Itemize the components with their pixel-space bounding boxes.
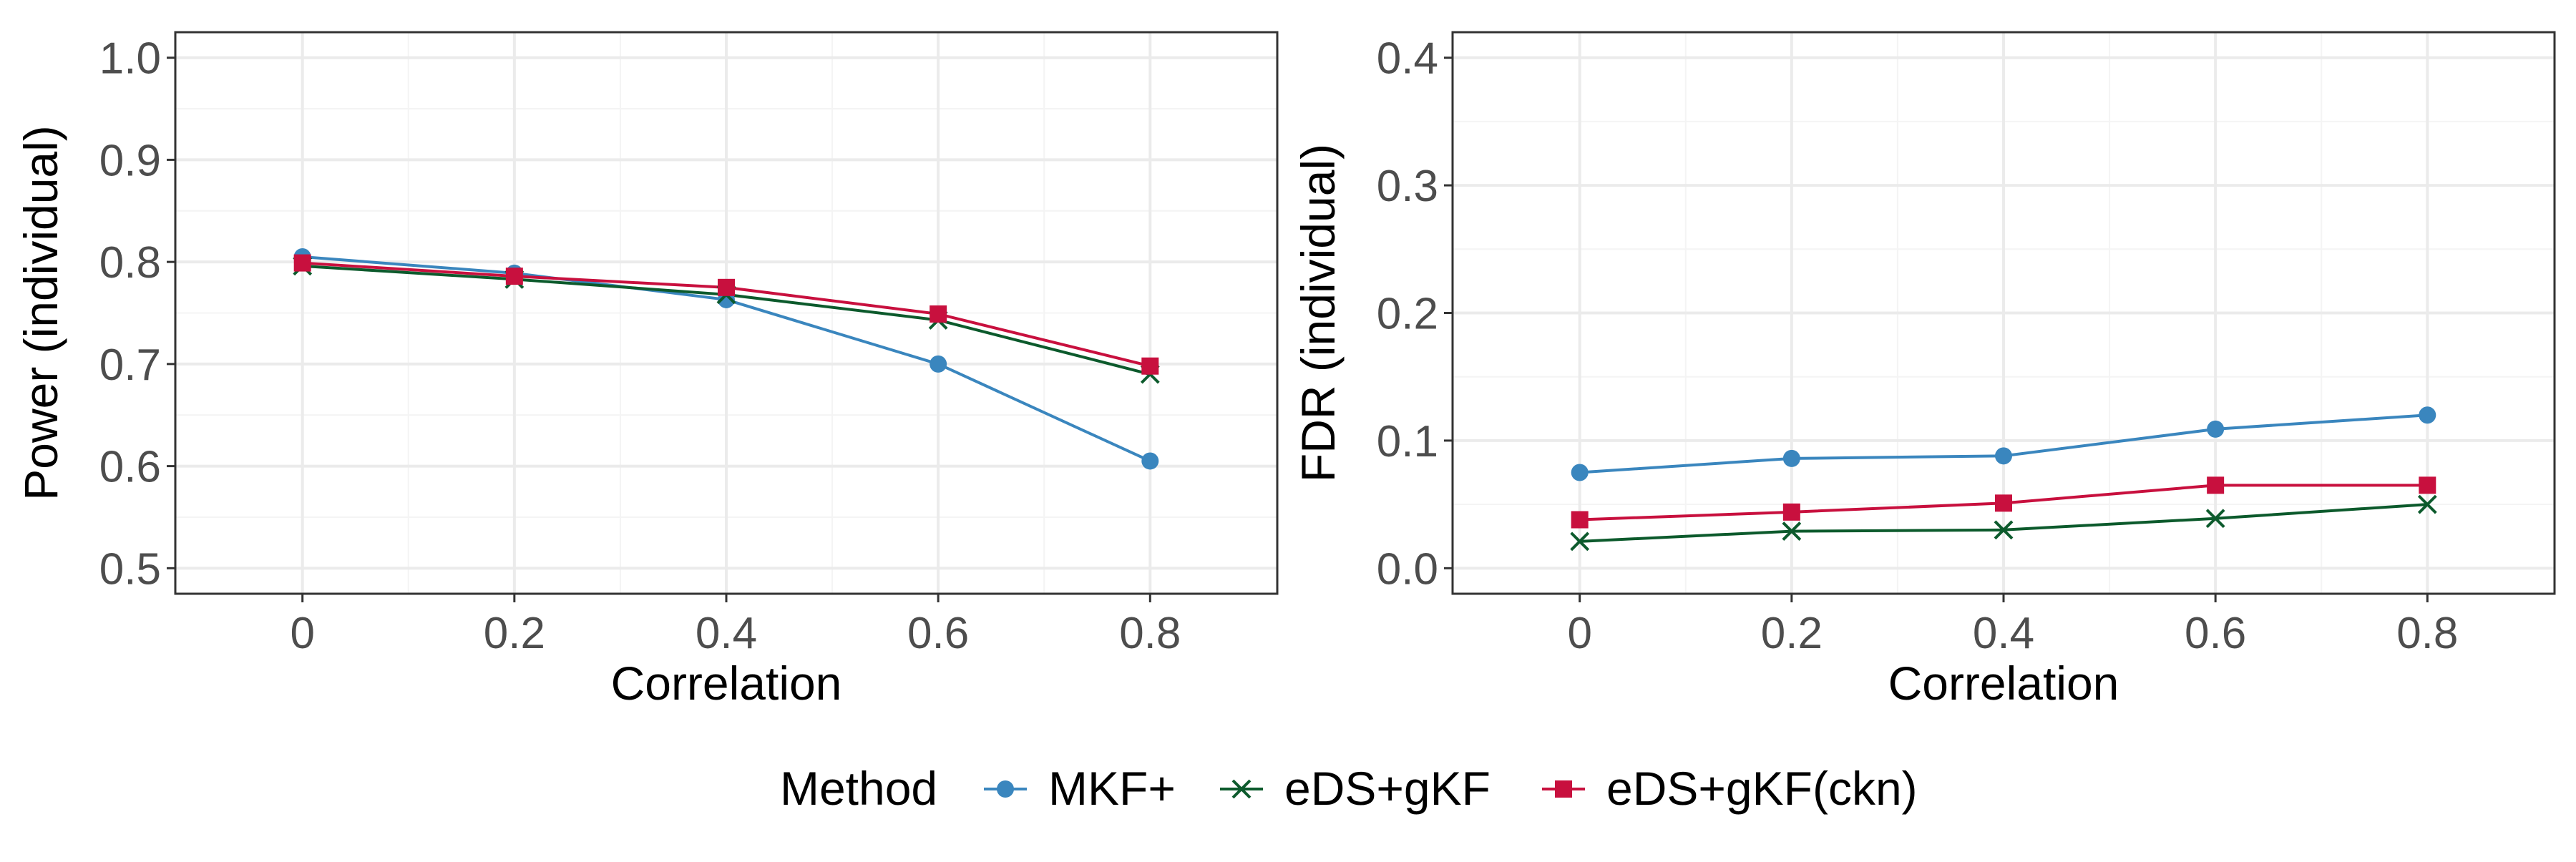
legend-key-x: [1220, 779, 1263, 799]
legend-key-marker: [1231, 779, 1252, 799]
legend-title: Method: [780, 762, 937, 815]
x-axis-title: Correlation: [1888, 657, 2119, 710]
data-point-square: [930, 305, 947, 323]
data-point-square: [2207, 476, 2225, 494]
y-tick-label: 0.5: [99, 544, 161, 594]
data-point-square: [1995, 494, 2012, 512]
x-tick-label: 0: [1567, 609, 1591, 658]
x-tick-label: 0.6: [2185, 609, 2246, 658]
x-tick-label: 0.4: [1973, 609, 2034, 658]
x-tick-label: 0.8: [1119, 609, 1181, 658]
y-tick-label: 1.0: [99, 34, 161, 84]
legend-key-marker: [1555, 780, 1572, 798]
data-point-circle: [1995, 447, 2012, 465]
data-point-square: [1141, 357, 1159, 375]
x-tick-label: 0: [290, 609, 314, 658]
legend-label: MKF+: [1048, 762, 1176, 815]
legend-key-circle: [984, 780, 1027, 798]
x-tick-label: 0.2: [484, 609, 545, 658]
x-axis-title: Correlation: [611, 657, 842, 710]
data-point-square: [1571, 511, 1589, 529]
data-point-circle: [930, 355, 947, 373]
data-point-square: [1782, 503, 1800, 521]
data-point-x: [2417, 494, 2437, 514]
data-point-circle: [2207, 420, 2225, 438]
y-tick-label: 0.1: [1377, 417, 1438, 466]
data-point-square: [2419, 476, 2436, 494]
data-point-circle: [1782, 449, 1800, 467]
y-tick-label: 0.7: [99, 341, 161, 390]
data-point-x: [1570, 532, 1590, 552]
y-tick-label: 0.8: [99, 238, 161, 288]
power-panel: 0.5 0.6 0.7 0.8 0.9 1.0 0 0.2 0.4 0.6 0.8 Correlati…: [14, 31, 1279, 710]
y-tick-label: 0.6: [99, 443, 161, 492]
data-point-x: [2205, 509, 2225, 529]
data-point-circle: [1571, 464, 1589, 481]
x-tick-label: 0.6: [907, 609, 969, 658]
data-point-circle: [1141, 452, 1159, 470]
data-point-square: [293, 254, 311, 272]
y-tick-label: 0.3: [1377, 162, 1438, 211]
legend-label: eDS+gKF(ckn): [1606, 762, 1918, 815]
data-point-square: [718, 278, 735, 296]
y-tick-label: 0.9: [99, 136, 161, 185]
x-tick-label: 0.4: [696, 609, 757, 658]
y-axis-title: FDR (individual): [1292, 144, 1345, 482]
y-tick-label: 0.0: [1377, 544, 1438, 594]
legend-key-square: [1542, 780, 1585, 798]
data-point-square: [505, 268, 523, 285]
y-tick-label: 0.4: [1377, 34, 1438, 84]
legend-key-marker: [997, 780, 1014, 798]
x-tick-label: 0.2: [1761, 609, 1823, 658]
legend-label: eDS+gKF: [1284, 762, 1491, 815]
y-axis-title: Power (individual): [14, 125, 67, 501]
y-tick-label: 0.2: [1377, 290, 1438, 339]
x-tick-label: 0.8: [2396, 609, 2458, 658]
fdr-panel: 0.0 0.1 0.2 0.3 0.4 0 0.2 0.4 0.6 0.8 Correlation F…: [1292, 31, 2556, 710]
data-point-x: [1782, 521, 1802, 541]
data-point-circle: [2419, 406, 2436, 424]
legend: Method MKF+ eDS+gKF eDS+gKF(ckn): [780, 762, 1918, 815]
data-point-x: [1994, 520, 2014, 540]
